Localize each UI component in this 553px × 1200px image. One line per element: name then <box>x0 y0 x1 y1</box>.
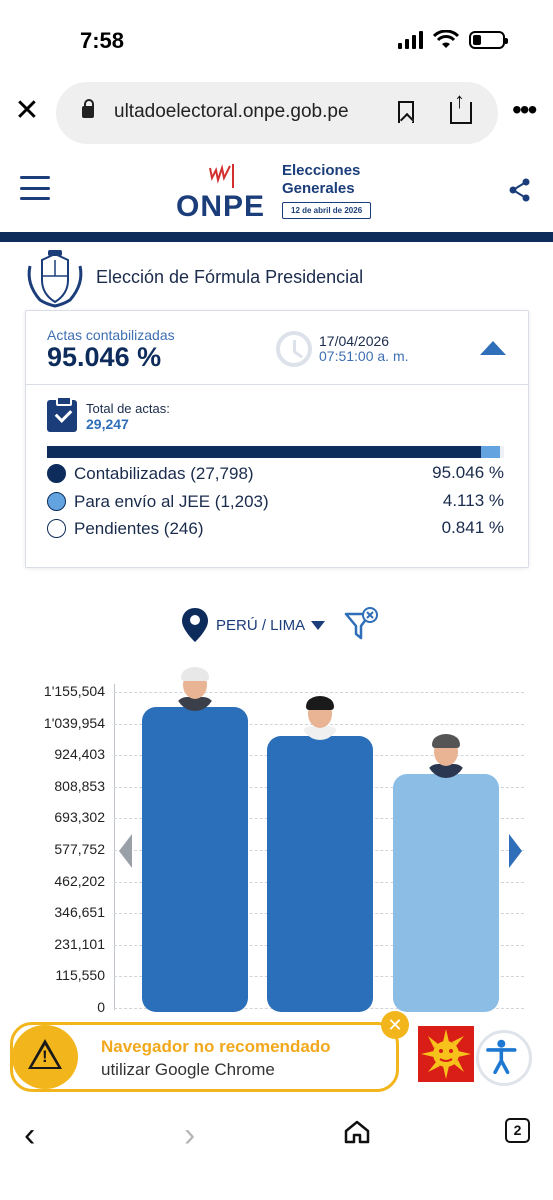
peru-coat-of-arms-icon <box>27 250 83 308</box>
warning-icon: ! <box>12 1025 78 1089</box>
y-tick-label: 693,302 <box>54 809 105 826</box>
actas-value: 95.046 % <box>47 342 162 372</box>
clock-icon <box>276 331 312 367</box>
header-title: Elecciones Generales <box>282 162 392 198</box>
clear-filter-icon[interactable] <box>344 606 380 644</box>
lock-icon <box>82 99 94 118</box>
legend-row: Pendientes (246) 0.841 % <box>47 517 504 541</box>
y-tick-label: 462,202 <box>54 872 105 889</box>
accessibility-icon[interactable] <box>476 1030 532 1086</box>
updated-date: 17/04/2026 <box>319 333 390 349</box>
browser-bottom-nav: ‹ › 2 <box>0 1094 553 1200</box>
header-divider <box>0 232 553 242</box>
legend-row: Contabilizadas (27,798) 95.046 % <box>47 462 504 486</box>
y-tick-label: 1'155,504 <box>43 683 105 699</box>
close-icon[interactable]: ✕ <box>14 94 40 127</box>
warning-subtitle: utilizar Google Chrome <box>101 1060 275 1079</box>
forward-arrow-icon[interactable]: › <box>184 1116 196 1154</box>
share-icon[interactable] <box>450 88 472 124</box>
bookmark-icon[interactable] <box>398 101 414 123</box>
share-network-icon[interactable] <box>506 176 534 204</box>
updated-time: 07:51:00 a. m. <box>319 348 409 364</box>
site-header: ONPE Elecciones Generales 12 de abril de… <box>0 150 553 232</box>
sun-logo-icon[interactable] <box>418 1026 474 1082</box>
legend-row: Para envío al JEE (1,203) 4.113 % <box>47 490 504 514</box>
browser-toolbar: ✕ ultadoelectoral.onpe.gob.pe ••• <box>0 80 553 148</box>
summary-card: Actas contabilizadas 95.046 % 17/04/2026… <box>25 310 529 568</box>
hamburger-menu-icon[interactable] <box>20 176 50 200</box>
candidate-bar[interactable] <box>393 774 499 1012</box>
battery-icon <box>469 31 508 49</box>
section-title: Elección de Fórmula Presidencial <box>96 267 364 287</box>
y-axis-line <box>114 684 115 1010</box>
legend-label: Pendientes (246) <box>74 519 204 538</box>
votes-bar-chart: 1'155,504 1'039,954 924,403 808,853 693,302 5… <box>0 650 553 1020</box>
chart-prev-arrow-icon[interactable] <box>119 834 132 868</box>
y-tick-label: 115,550 <box>55 967 105 984</box>
status-bar: 7:58 <box>0 0 553 80</box>
summary-card-header[interactable]: Actas contabilizadas 95.046 % 17/04/2026… <box>26 311 528 385</box>
candidate-bar[interactable] <box>142 707 248 1012</box>
candidate-photo <box>175 667 215 712</box>
browser-warning-banner[interactable]: ! Navegador no recomendado utilizar Goog… <box>10 1022 399 1092</box>
progress-segment-jee <box>481 446 501 458</box>
candidate-photo <box>300 695 340 740</box>
legend-percent: 4.113 % <box>442 491 504 510</box>
ballot-hand-icon <box>209 164 234 188</box>
y-tick-label: 0 <box>97 999 105 1015</box>
back-arrow-icon[interactable]: ‹ <box>24 1116 36 1154</box>
legend-label: Para envío al JEE (1,203) <box>74 492 269 511</box>
grid-line <box>114 692 524 693</box>
y-tick-label: 577,752 <box>54 841 105 857</box>
candidate-photo <box>426 734 466 779</box>
progress-segment-pendientes <box>500 446 504 458</box>
actas-label: Actas contabilizadas <box>47 327 175 343</box>
legend-percent: 0.841 % <box>441 518 504 537</box>
wifi-icon <box>433 30 459 48</box>
warning-title: Navegador no recomendado <box>101 1037 331 1056</box>
legend-dot <box>47 464 66 483</box>
url-text[interactable]: ultadoelectoral.onpe.gob.pe <box>114 101 349 122</box>
y-tick-label: 1'039,954 <box>43 714 105 731</box>
header-title-line2: Generales <box>282 180 355 197</box>
logo-text: ONPE <box>176 190 266 223</box>
cellular-signal-icon <box>398 31 423 49</box>
status-time: 7:58 <box>80 28 125 53</box>
chart-next-arrow-icon[interactable] <box>509 834 522 868</box>
total-actas-label: Total de actas: <box>86 401 170 416</box>
legend-dot <box>47 519 66 538</box>
location-dropdown-icon[interactable] <box>311 621 325 630</box>
legend-percent: 95.046 % <box>432 463 504 482</box>
y-tick-label: 346,651 <box>54 904 105 921</box>
warning-close-button[interactable]: ✕ <box>381 1011 409 1039</box>
tabs-counter-button[interactable]: 2 <box>505 1118 530 1143</box>
location-pin-icon[interactable] <box>181 607 209 643</box>
legend-dot <box>47 492 66 511</box>
status-icons <box>398 30 508 50</box>
actas-progress-bar <box>47 446 504 458</box>
collapse-chevron-up-icon[interactable] <box>480 341 506 355</box>
location-selector[interactable]: PERÚ / LIMA <box>216 617 306 634</box>
header-title-line1: Elecciones <box>282 162 361 179</box>
y-tick-label: 808,853 <box>54 777 105 794</box>
address-bar[interactable]: ultadoelectoral.onpe.gob.pe <box>56 82 498 144</box>
election-date-badge: 12 de abril de 2026 <box>282 202 372 219</box>
total-actas-value: 29,247 <box>86 416 129 432</box>
clipboard-check-icon <box>47 396 77 432</box>
legend-label: Contabilizadas (27,798) <box>74 464 254 483</box>
candidate-bar[interactable] <box>267 735 373 1012</box>
home-icon[interactable] <box>344 1120 370 1144</box>
y-tick-label: 231,101 <box>54 935 105 952</box>
progress-segment-contabilizadas <box>47 446 482 458</box>
more-options-icon[interactable]: ••• <box>512 94 537 125</box>
y-tick-label: 924,403 <box>54 746 105 763</box>
onpe-logo[interactable]: ONPE <box>176 162 268 223</box>
